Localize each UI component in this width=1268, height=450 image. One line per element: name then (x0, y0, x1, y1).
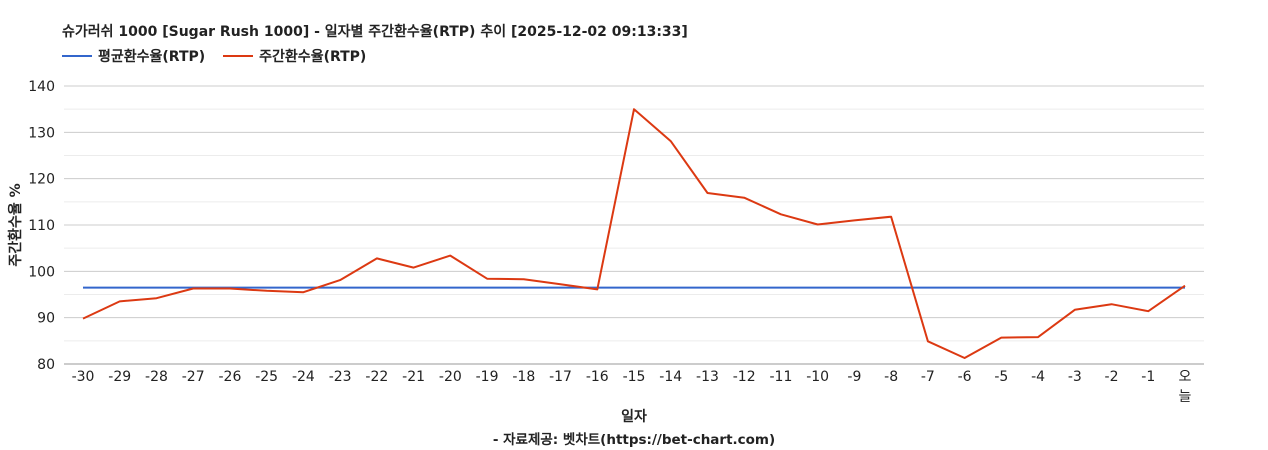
grid-layer (64, 85, 1204, 365)
x-tick-label: -1 (1141, 369, 1155, 385)
x-tick-label: -7 (921, 369, 935, 385)
x-tick-label: -14 (659, 369, 682, 385)
x-tick-label: 오 (1179, 369, 1192, 385)
y-tick-labels: 80 90 100 110 120 130 140 (28, 79, 55, 373)
x-tick-label: -16 (586, 369, 609, 385)
x-tick-label: -11 (769, 369, 792, 385)
x-axis-label: 일자 (621, 409, 647, 425)
y-tick-label: 80 (37, 357, 55, 373)
y-tick-label: 100 (28, 264, 55, 280)
x-tick-label: -13 (696, 369, 719, 385)
y-tick-label: 130 (28, 125, 55, 141)
chart-legend: 평균환수율(RTP) 주간환수율(RTP) (62, 46, 384, 66)
y-tick-label: 90 (37, 311, 55, 327)
x-tick-label: -2 (1105, 369, 1119, 385)
x-tick-label: -15 (623, 369, 646, 385)
y-tick-label: 110 (28, 218, 55, 234)
x-tick-label: -30 (72, 369, 95, 385)
legend-label-weekly: 주간환수율(RTP) (259, 49, 367, 65)
x-tick-label: -28 (145, 369, 168, 385)
x-tick-label: -24 (292, 369, 315, 385)
x-tick-label: -12 (733, 369, 756, 385)
x-tick-label: -23 (329, 369, 352, 385)
y-tick-label: 140 (28, 79, 55, 95)
chart-title: 슈가러쉬 1000 [Sugar Rush 1000] - 일자별 주간환수율(… (62, 24, 688, 40)
legend-label-average: 평균환수율(RTP) (98, 49, 206, 65)
x-tick-label: -10 (806, 369, 829, 385)
series-layer (82, 108, 1186, 359)
y-tick-label: 120 (28, 172, 55, 188)
x-tick-label: -29 (108, 369, 131, 385)
legend-item-average[interactable]: 평균환수율(RTP) (62, 46, 205, 66)
legend-swatch-average (62, 55, 92, 57)
series-line-weekly (82, 108, 1186, 359)
x-tick-label: -3 (1068, 369, 1082, 385)
x-tick-label: -18 (512, 369, 535, 385)
x-tick-label: 늘 (1179, 389, 1192, 405)
x-tick-label: -6 (958, 369, 972, 385)
x-tick-label: -26 (218, 369, 241, 385)
x-tick-label: -5 (994, 369, 1008, 385)
source-credit: - 자료제공: 벳차트(https://bet-chart.com) (492, 432, 776, 448)
x-tick-label: -8 (884, 369, 898, 385)
legend-item-weekly[interactable]: 주간환수율(RTP) (223, 46, 366, 66)
x-tick-label: -27 (182, 369, 205, 385)
x-tick-label: -19 (476, 369, 499, 385)
x-tick-label: -20 (439, 369, 462, 385)
x-tick-label: -17 (549, 369, 572, 385)
x-tick-label: -22 (365, 369, 388, 385)
x-tick-labels: -30 -29 -28 -27 -26 -25 -24 -23 -22 -21 -20 -19 -18-… (72, 369, 1192, 405)
y-axis-label: 주간환수율 % (7, 183, 24, 266)
x-tick-label: -9 (847, 369, 861, 385)
legend-swatch-weekly (223, 55, 254, 57)
x-tick-label: -4 (1031, 369, 1045, 385)
x-tick-label: -21 (402, 369, 425, 385)
x-tick-label: -25 (255, 369, 278, 385)
